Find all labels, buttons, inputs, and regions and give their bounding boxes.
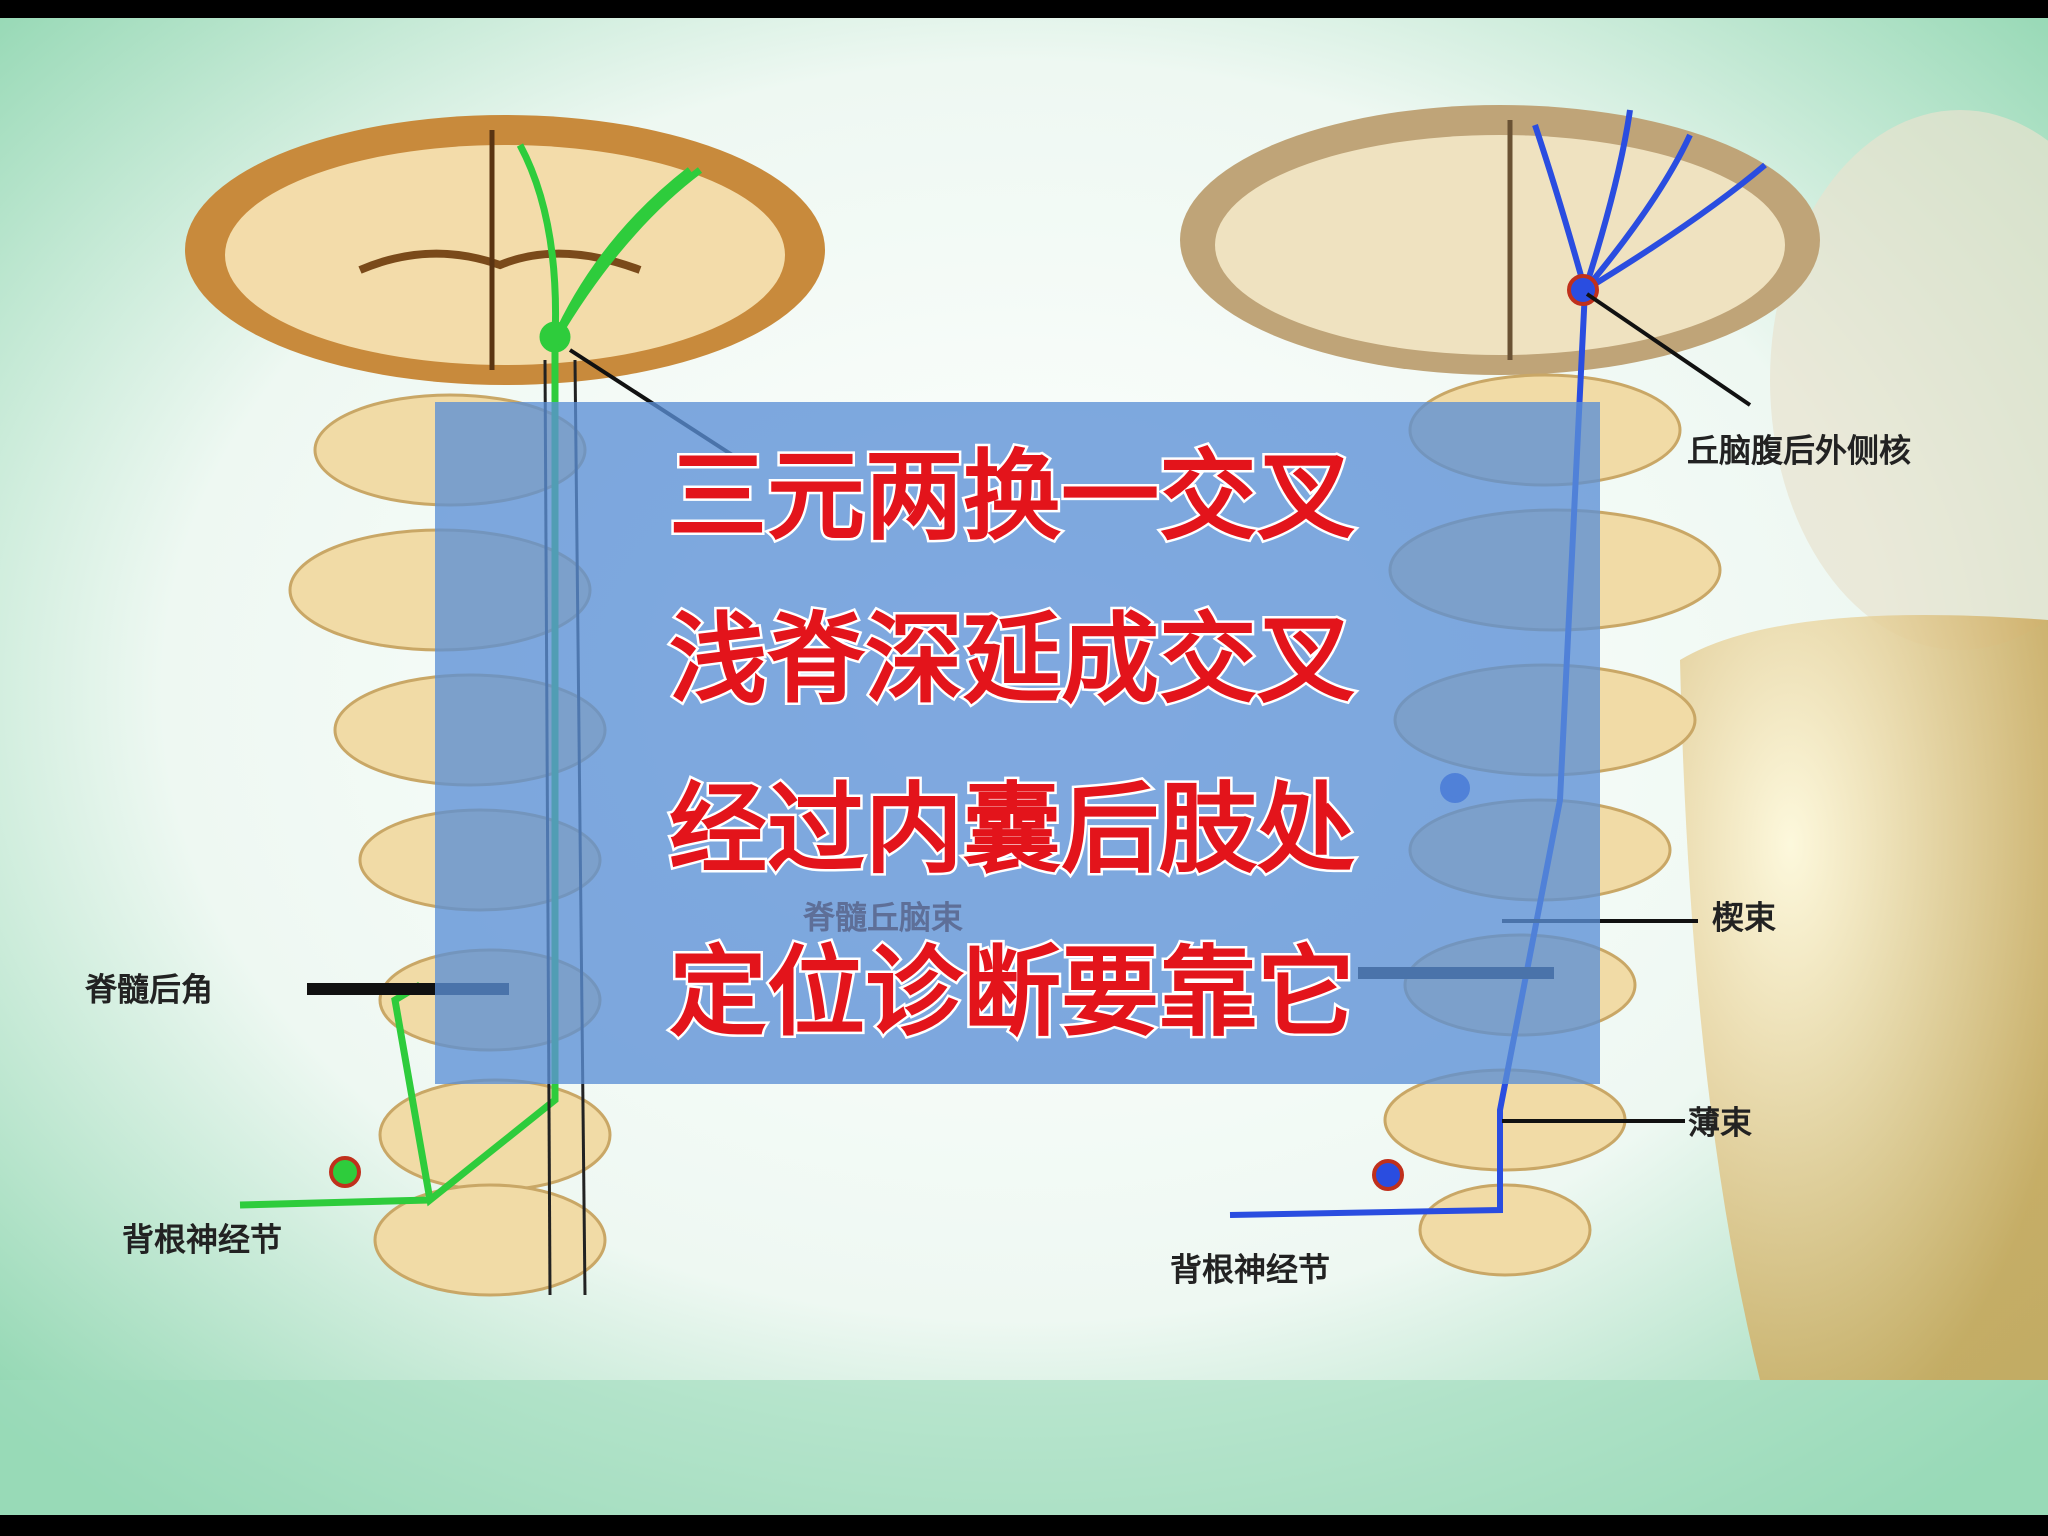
left-brain (185, 115, 825, 385)
label: 背根神经节 (122, 1221, 282, 1257)
overlay-box (435, 402, 1600, 1084)
overlay-line: 浅脊深延成交叉 (669, 603, 1355, 717)
label: 脊髓后角 (84, 971, 213, 1007)
label: 背根神经节 (1170, 1251, 1330, 1287)
overlay-line: 定位诊断要靠它 (669, 936, 1355, 1050)
label: 脊髓丘脑束 (802, 899, 963, 935)
head-illustration (1680, 110, 2048, 1380)
overlay-line: 经过内囊后肢处 (669, 773, 1355, 887)
overlay-line: 三元两换一交叉 (669, 440, 1355, 554)
label: 丘脑腹后外侧核 (1687, 432, 1911, 468)
label: 薄束 (1688, 1104, 1752, 1140)
footer-band (0, 1380, 2048, 1515)
right-brain (1180, 105, 1820, 375)
label: 楔束 (1712, 899, 1776, 935)
